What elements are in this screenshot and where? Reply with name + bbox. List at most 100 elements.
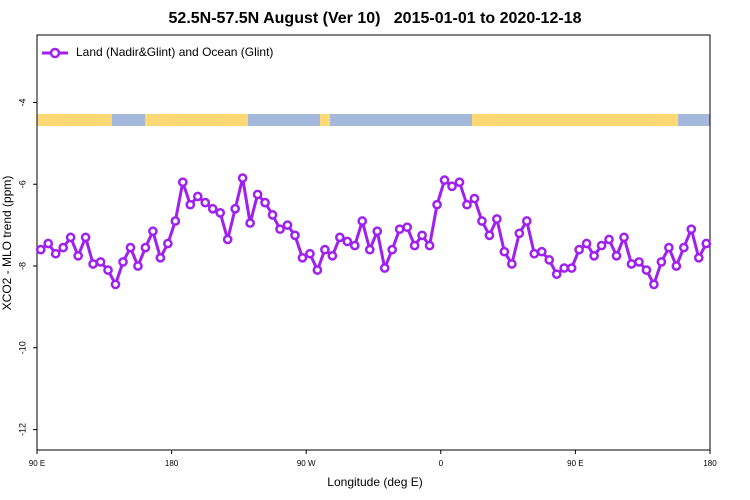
data-point: [342, 236, 353, 247]
data-point: [454, 177, 465, 188]
data-point: [349, 240, 360, 251]
y-tick-label: -4: [17, 98, 27, 106]
data-point: [641, 265, 652, 275]
data-point: [402, 222, 412, 233]
data-point: [177, 177, 188, 188]
data-point: [230, 203, 241, 214]
data-point: [125, 242, 136, 253]
data-point: [148, 226, 158, 237]
data-point: [252, 189, 263, 200]
land-band: [472, 114, 678, 126]
data-point: [312, 265, 323, 275]
data-point: [88, 259, 98, 269]
data-point: [118, 257, 128, 267]
data-point: [589, 250, 599, 261]
data-point: [170, 216, 181, 226]
legend-label: Land (Nadir&Glint) and Ocean (Glint): [76, 45, 273, 59]
data-point: [335, 232, 345, 243]
data-point: [65, 232, 76, 243]
data-point: [215, 208, 226, 218]
data-point: [394, 224, 405, 235]
data-point: [222, 234, 233, 245]
data-point: [686, 224, 697, 235]
x-tick-label: 180: [165, 459, 179, 468]
data-point: [110, 279, 121, 290]
x-tick-label: 180: [703, 459, 717, 468]
data-point: [439, 175, 450, 185]
data-point: [432, 199, 442, 210]
data-point: [529, 248, 540, 259]
data-point: [619, 232, 629, 243]
data-point: [357, 216, 368, 226]
data-point: [133, 261, 143, 271]
data-point: [409, 240, 420, 251]
data-point: [73, 250, 83, 261]
x-axis-label: Longitude (deg E): [327, 475, 422, 489]
data-point: [664, 242, 674, 253]
x-tick-label: 90 E: [29, 459, 45, 468]
data-point: [320, 244, 330, 255]
data-point: [678, 242, 689, 253]
data-point: [237, 173, 248, 183]
data-point: [364, 244, 375, 255]
data-point: [469, 193, 480, 204]
x-tick-label: 90 W: [297, 459, 316, 468]
data-point: [477, 216, 487, 226]
data-point: [275, 224, 285, 235]
data-point: [43, 238, 54, 249]
data-point: [649, 279, 659, 290]
data-point: [372, 226, 383, 237]
data-point: [155, 252, 166, 263]
data-point: [611, 250, 622, 261]
data-point: [544, 255, 555, 265]
data-point: [701, 238, 712, 249]
data-point: [551, 269, 562, 280]
data-point: [514, 228, 525, 239]
data-point: [95, 257, 106, 267]
data-point: [185, 199, 196, 210]
data-point: [207, 203, 218, 214]
data-point: [245, 218, 255, 228]
data-point: [499, 246, 510, 257]
data-point: [163, 238, 173, 249]
chart-title: 52.5N-57.5N August (Ver 10) 2015-01-01 t…: [169, 10, 582, 27]
legend-marker: [49, 47, 61, 59]
data-point: [424, 240, 435, 251]
data-point: [379, 263, 390, 273]
data-point: [484, 230, 495, 241]
data-point: [581, 238, 592, 249]
data-point: [559, 263, 570, 273]
data-point: [327, 250, 338, 261]
data-point: [387, 244, 398, 255]
data-point: [656, 257, 667, 267]
land-band: [320, 114, 330, 126]
x-tick-label: 0: [439, 459, 444, 468]
y-tick-label: -8: [17, 262, 27, 270]
data-point: [671, 261, 682, 271]
data-point: [462, 199, 472, 210]
data-point: [693, 252, 704, 263]
data-point: [492, 214, 502, 224]
data-point: [260, 197, 270, 208]
data-point: [447, 181, 457, 192]
data-point: [417, 230, 427, 241]
data-point: [267, 210, 278, 220]
data-point: [200, 197, 211, 208]
y-axis-label: XCO2 - MLO trend (ppm): [0, 176, 14, 311]
data-point: [566, 263, 577, 273]
y-tick-label: -12: [17, 423, 27, 436]
data-point: [35, 244, 46, 255]
data-point: [103, 265, 113, 275]
land-band: [37, 114, 112, 126]
data-point: [536, 246, 547, 257]
data-point: [282, 220, 293, 230]
data-point: [596, 240, 607, 251]
y-tick-label: -6: [17, 180, 27, 188]
data-point: [634, 257, 644, 267]
x-tick-label: 90 E: [567, 459, 583, 468]
data-point: [506, 259, 517, 269]
data-point: [604, 234, 614, 245]
data-point: [192, 191, 203, 202]
data-point: [574, 244, 584, 255]
